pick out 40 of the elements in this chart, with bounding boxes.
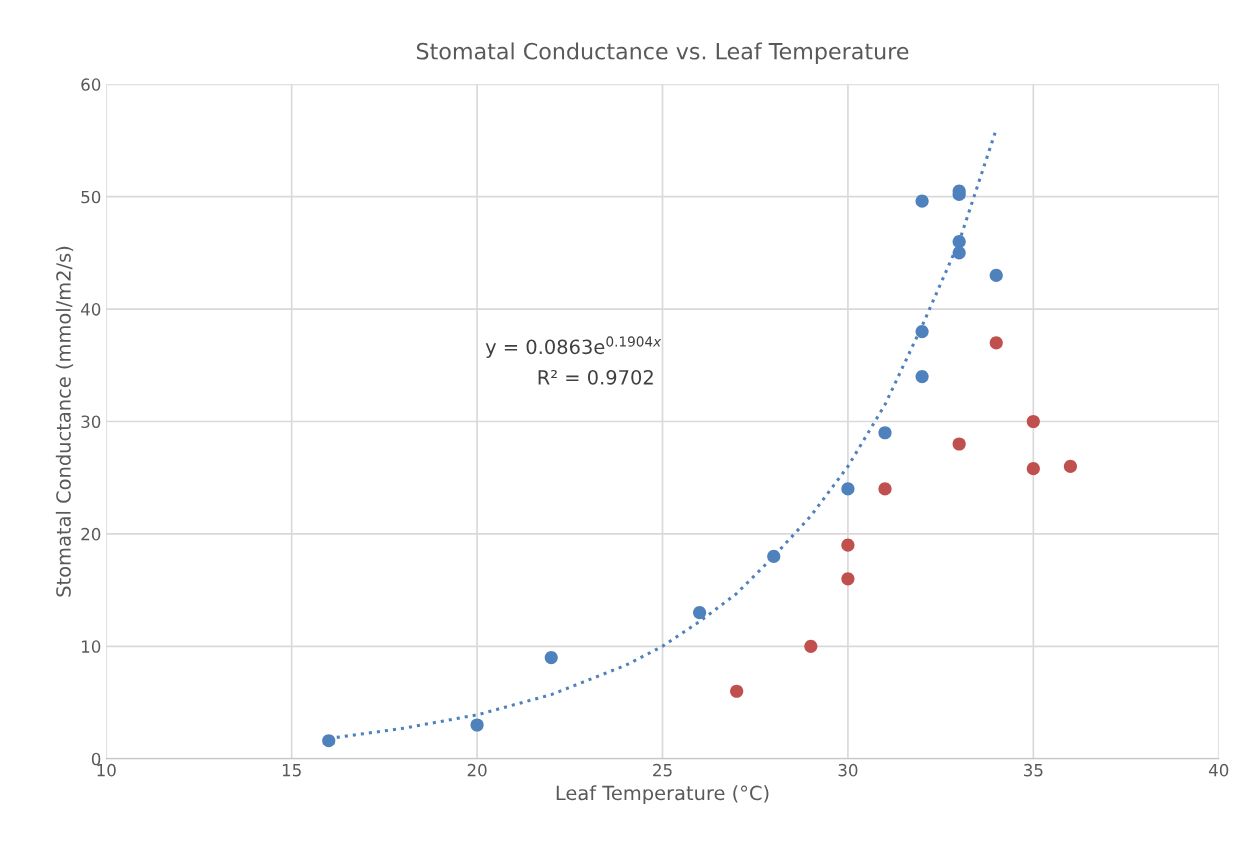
point xyxy=(952,246,966,260)
y-axis-title: Stomatal Conductance (mmol/m2/s) xyxy=(55,246,74,597)
point xyxy=(804,639,818,653)
x-tick-label: 35 xyxy=(1024,763,1043,777)
point xyxy=(841,482,855,496)
y-tick-label: 50 xyxy=(81,190,101,204)
x-tick-label: 15 xyxy=(282,764,301,777)
point xyxy=(1026,462,1040,476)
point xyxy=(989,336,1003,350)
point xyxy=(322,734,336,748)
x-tick-label: 30 xyxy=(838,763,858,777)
annotation: y = 0.0863e$^{0.1904x}$ xyxy=(485,336,662,358)
y-tick-label: 10 xyxy=(82,640,101,653)
point xyxy=(470,718,484,732)
point xyxy=(878,426,892,440)
x-axis-title: Leaf Temperature (°C) xyxy=(556,785,769,805)
point xyxy=(841,538,855,552)
x-tick-label: 20 xyxy=(467,763,487,777)
point xyxy=(915,369,929,384)
point xyxy=(1063,459,1077,474)
chart-title: Stomatal Conductance vs. Leaf Temperature xyxy=(416,42,909,64)
point xyxy=(952,235,966,249)
y-tick-label: 20 xyxy=(81,527,101,541)
point xyxy=(915,194,929,208)
point xyxy=(1026,414,1040,429)
point xyxy=(952,437,966,451)
y-tick-label: 40 xyxy=(81,303,101,316)
x-tick-label: 25 xyxy=(653,763,672,777)
point xyxy=(544,650,558,665)
point xyxy=(878,482,892,496)
y-tick-label: 30 xyxy=(81,415,101,429)
x-tick-label: 40 xyxy=(1208,763,1229,777)
point xyxy=(767,549,781,563)
annotation: R² = 0.9702 xyxy=(538,369,653,385)
point xyxy=(693,605,707,620)
point xyxy=(730,684,744,698)
point xyxy=(841,572,855,586)
point xyxy=(915,324,929,339)
point xyxy=(989,268,1003,282)
y-tick-label: 60 xyxy=(81,78,101,91)
